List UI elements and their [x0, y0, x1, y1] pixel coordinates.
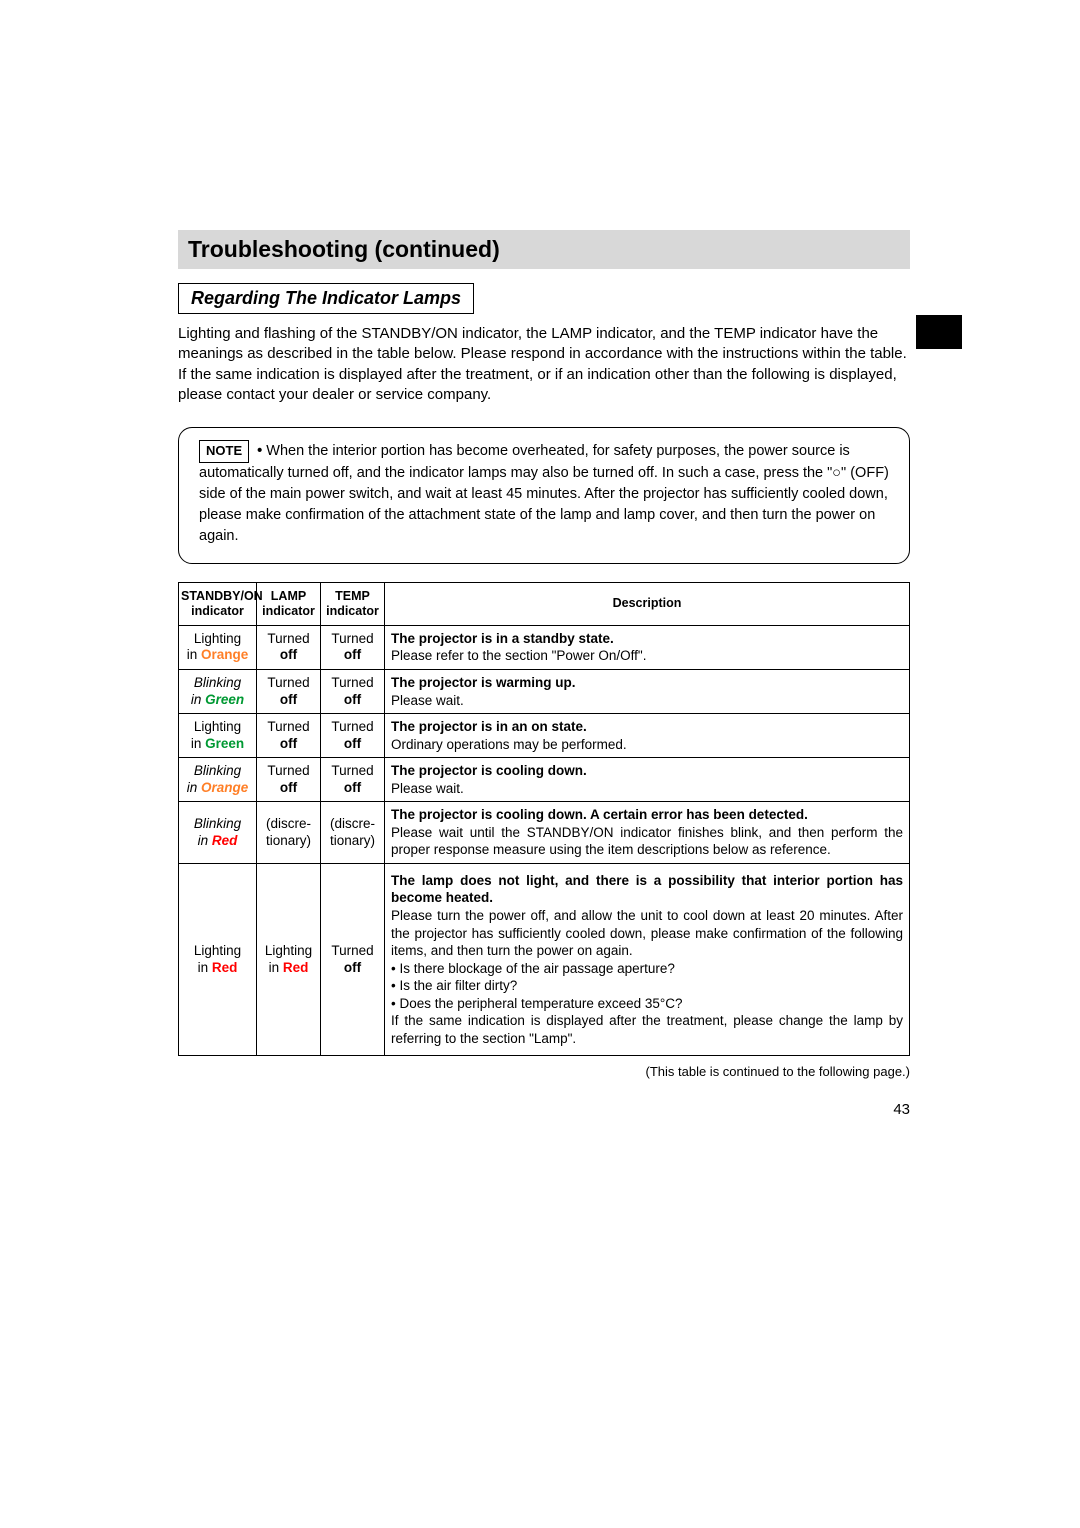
th-temp: TEMP indicator	[321, 582, 385, 625]
cell-standby: Lightingin Green	[179, 714, 257, 758]
cell-description: The lamp does not light, and there is a …	[385, 863, 910, 1055]
table-row: Lightingin GreenTurnedoffTurnedoffThe pr…	[179, 714, 910, 758]
cell-standby: Blinkingin Green	[179, 670, 257, 714]
cell-temp: Turnedoff	[321, 758, 385, 802]
indicator-table: STANDBY/ON indicator LAMP indicator TEMP…	[178, 582, 910, 1056]
section-title: Troubleshooting (continued)	[178, 230, 910, 269]
subsection-heading: Regarding The Indicator Lamps	[178, 283, 474, 314]
cell-lamp: Lightingin Red	[257, 863, 321, 1055]
document-page: Troubleshooting (continued) Regarding Th…	[0, 0, 1080, 1528]
page-number: 43	[893, 1101, 910, 1118]
side-tab	[916, 315, 962, 349]
intro-paragraph: Lighting and flashing of the STANDBY/ON …	[178, 324, 910, 405]
table-continuation-note: (This table is continued to the followin…	[178, 1064, 910, 1079]
cell-lamp: Turnedoff	[257, 758, 321, 802]
th-lamp: LAMP indicator	[257, 582, 321, 625]
cell-standby: Blinkingin Red	[179, 802, 257, 864]
note-label: NOTE	[199, 440, 249, 463]
table-body: Lightingin OrangeTurnedoffTurnedoffThe p…	[179, 625, 910, 1055]
cell-standby: Lightingin Red	[179, 863, 257, 1055]
th-standby: STANDBY/ON indicator	[179, 582, 257, 625]
table-row: Blinkingin OrangeTurnedoffTurnedoffThe p…	[179, 758, 910, 802]
cell-description: The projector is cooling down.Please wai…	[385, 758, 910, 802]
cell-lamp: Turnedoff	[257, 714, 321, 758]
th-description: Description	[385, 582, 910, 625]
cell-temp: Turnedoff	[321, 625, 385, 669]
cell-temp: (discre-tionary)	[321, 802, 385, 864]
note-text: When the interior portion has become ove…	[199, 443, 889, 544]
cell-lamp: Turnedoff	[257, 625, 321, 669]
table-row: Blinkingin GreenTurnedoffTurnedoffThe pr…	[179, 670, 910, 714]
cell-description: The projector is in a standby state.Plea…	[385, 625, 910, 669]
cell-temp: Turnedoff	[321, 670, 385, 714]
table-row: Lightingin RedLightingin RedTurnedoffThe…	[179, 863, 910, 1055]
cell-temp: Turnedoff	[321, 863, 385, 1055]
cell-temp: Turnedoff	[321, 714, 385, 758]
cell-standby: Lightingin Orange	[179, 625, 257, 669]
cell-description: The projector is warming up.Please wait.	[385, 670, 910, 714]
table-row: Lightingin OrangeTurnedoffTurnedoffThe p…	[179, 625, 910, 669]
cell-description: The projector is in an on state.Ordinary…	[385, 714, 910, 758]
bullet-icon: •	[257, 443, 262, 459]
cell-description: The projector is cooling down. A certain…	[385, 802, 910, 864]
note-box: NOTE • When the interior portion has bec…	[178, 427, 910, 564]
cell-lamp: (discre-tionary)	[257, 802, 321, 864]
cell-standby: Blinkingin Orange	[179, 758, 257, 802]
cell-lamp: Turnedoff	[257, 670, 321, 714]
table-row: Blinkingin Red(discre-tionary)(discre-ti…	[179, 802, 910, 864]
table-header-row: STANDBY/ON indicator LAMP indicator TEMP…	[179, 582, 910, 625]
